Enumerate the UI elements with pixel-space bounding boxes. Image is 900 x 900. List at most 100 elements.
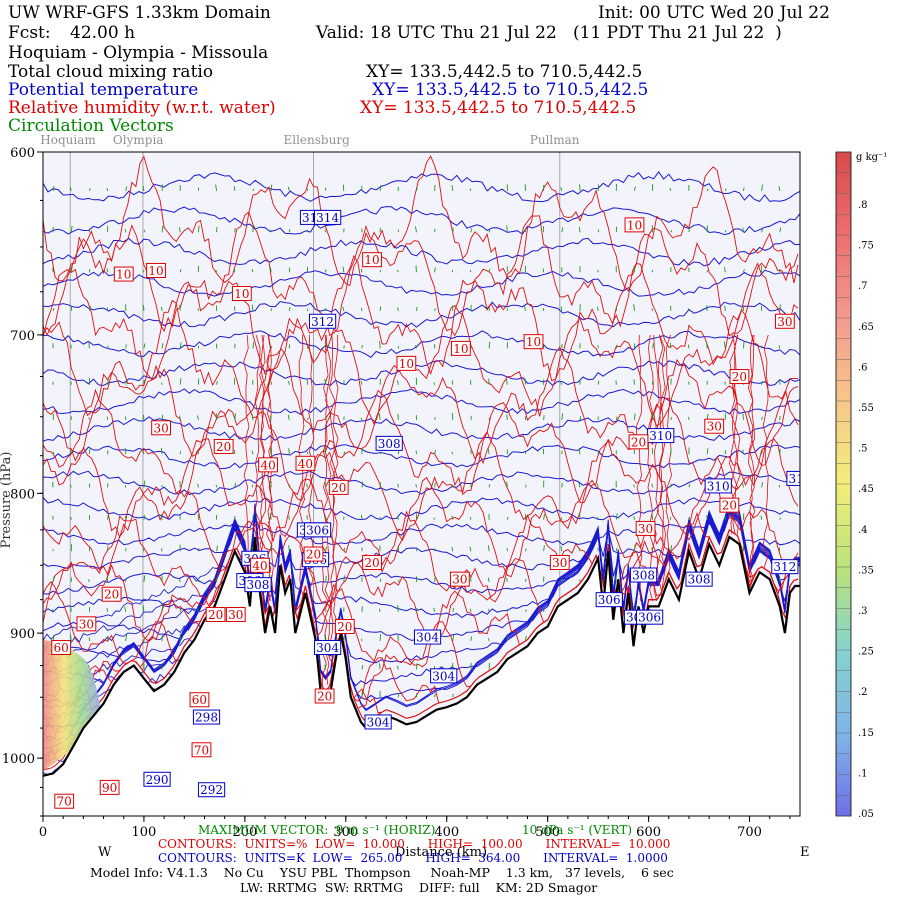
vector-arrow bbox=[416, 186, 418, 191]
vector-arrow bbox=[70, 265, 73, 273]
theta-contour-info: CONTOURS: UNITS=K LOW= 265.00 HIGH= 364.… bbox=[158, 851, 668, 865]
rh-contour-line bbox=[243, 334, 250, 580]
vector-arrow bbox=[578, 548, 581, 552]
y-axis-title: Pressure (hPa) bbox=[0, 452, 14, 549]
vector-arrow bbox=[378, 413, 381, 420]
vector-arrow bbox=[434, 482, 436, 488]
theta-contour-line bbox=[43, 470, 800, 496]
vector-arrow bbox=[342, 306, 345, 312]
vector-arrow bbox=[469, 188, 472, 192]
vector-arrow bbox=[178, 578, 181, 583]
vector-arrow bbox=[324, 448, 327, 455]
vector-arrow bbox=[197, 579, 199, 583]
vector-arrow bbox=[433, 382, 436, 385]
vector-arrow bbox=[397, 604, 399, 612]
vertical-vector-legend: 10 dPa s⁻¹ (VERT) bbox=[522, 823, 633, 837]
vector-arrow bbox=[215, 269, 218, 273]
vector-arrow bbox=[651, 514, 654, 520]
vector-arrow bbox=[288, 484, 291, 488]
vector-arrow bbox=[651, 483, 654, 488]
rh-contour-line bbox=[308, 334, 315, 612]
vector-arrow bbox=[615, 548, 618, 552]
vector-arrow bbox=[52, 634, 55, 642]
vector-arrow bbox=[416, 306, 418, 312]
vector-arrow bbox=[560, 578, 563, 582]
vector-arrow bbox=[234, 413, 236, 420]
vector-arrow bbox=[343, 451, 346, 455]
colorbar-label: .7 bbox=[858, 281, 868, 292]
vector-arrow bbox=[324, 378, 327, 385]
theta-contour-line bbox=[43, 206, 800, 236]
vector-arrow bbox=[433, 517, 436, 520]
vector-arrow bbox=[597, 451, 600, 455]
rh-contour-label-box bbox=[628, 434, 649, 450]
vector-arrow bbox=[324, 634, 327, 642]
vector-arrow bbox=[234, 482, 237, 488]
vector-arrow bbox=[288, 307, 291, 312]
vector-arrow bbox=[434, 267, 436, 273]
rh-contour-label-box bbox=[151, 420, 171, 436]
rh-contour-label: 20 bbox=[337, 620, 352, 634]
vector-arrow bbox=[488, 268, 491, 273]
vector-arrow bbox=[615, 344, 618, 349]
vector-arrow bbox=[434, 417, 436, 421]
rh-contour-line bbox=[43, 155, 799, 292]
vector-arrow bbox=[360, 514, 363, 520]
vector-arrow bbox=[724, 266, 726, 273]
rh-contour-label-box bbox=[205, 606, 226, 622]
vector-arrow bbox=[560, 306, 563, 312]
vector-arrow bbox=[724, 305, 726, 311]
plot-frame bbox=[42, 151, 801, 817]
vector-arrow bbox=[615, 576, 617, 582]
rh-contour-label-box bbox=[334, 618, 355, 634]
vector-arrow bbox=[416, 608, 418, 612]
vector-arrow bbox=[197, 608, 199, 612]
vector-arrow bbox=[251, 414, 254, 420]
rh-contour-label-box bbox=[99, 779, 120, 795]
vector-arrow bbox=[88, 341, 90, 349]
cloud-shading bbox=[43, 640, 102, 770]
vector-arrow bbox=[669, 187, 672, 192]
vector-arrow bbox=[361, 481, 364, 488]
rh-contour-label: 20 bbox=[208, 608, 223, 622]
theta-contour-label: 312 bbox=[311, 315, 334, 329]
theta-contour-line bbox=[43, 237, 800, 267]
vector-arrow bbox=[306, 578, 308, 583]
vector-arrow bbox=[543, 514, 545, 520]
vector-arrow bbox=[179, 378, 182, 385]
rh-contour-label: 70 bbox=[57, 795, 72, 809]
theta-contour-label-box bbox=[786, 470, 800, 486]
rh-contour-label: 40 bbox=[260, 458, 275, 472]
theta-contour-label-box bbox=[192, 709, 221, 725]
vector-arrow bbox=[379, 578, 382, 582]
vector-arrow bbox=[742, 227, 744, 233]
vector-arrow bbox=[125, 379, 128, 385]
rh-contour-label: 30 bbox=[153, 421, 168, 435]
vector-arrow bbox=[161, 548, 163, 552]
vector-arrow bbox=[142, 449, 145, 455]
vector-arrow bbox=[342, 266, 345, 273]
vector-arrow bbox=[669, 342, 672, 349]
vector-arrow bbox=[88, 579, 90, 583]
y-tick-label: 800 bbox=[10, 487, 35, 502]
colorbar-label: .35 bbox=[858, 565, 874, 576]
rh-contour-label: 30 bbox=[452, 573, 467, 587]
vector-arrow bbox=[216, 545, 218, 552]
rh-contour-label: 30 bbox=[638, 522, 653, 536]
colorbar-label: .65 bbox=[858, 322, 874, 333]
vector-arrow bbox=[778, 186, 781, 191]
colorbar-label: .5 bbox=[858, 444, 868, 455]
vector-arrow bbox=[52, 413, 55, 420]
vector-arrow bbox=[379, 269, 382, 273]
rh-contour-label: 10 bbox=[148, 264, 163, 278]
vector-arrow bbox=[125, 186, 128, 191]
vector-arrow bbox=[706, 188, 709, 192]
rh-contour-label-box bbox=[146, 262, 166, 278]
forecast-label: Fcst: bbox=[8, 23, 51, 43]
rh-contour-line bbox=[636, 334, 643, 602]
x-tick-label: 200 bbox=[232, 825, 257, 840]
vector-arrow bbox=[451, 451, 454, 455]
vector-arrow bbox=[652, 343, 654, 349]
rh-contour-label-box bbox=[729, 369, 750, 385]
y-tick-label: 1000 bbox=[2, 752, 35, 767]
